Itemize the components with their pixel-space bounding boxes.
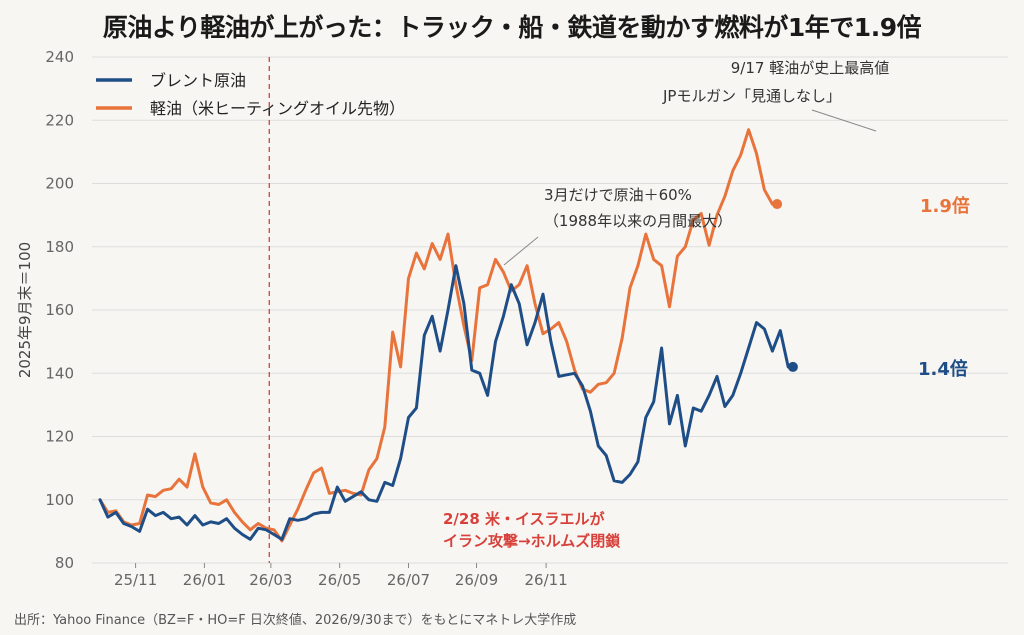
source-note: 出所：Yahoo Finance（BZ=F・HO=F 日次終値、2026/9/3… (14, 613, 577, 628)
series-line-diesel (98, 128, 774, 543)
y-tick-label: 140 (45, 364, 74, 382)
series-lines (98, 128, 798, 543)
end-label-brent: 1.4倍 (918, 358, 968, 380)
y-tick-label: 120 (45, 428, 74, 446)
x-tick-label: 26/03 (249, 571, 292, 589)
x-tick-label: 25/11 (114, 571, 157, 589)
annotation-monthly-line2: （1988年以来の月間最大） (544, 212, 732, 230)
annotation-leader (811, 109, 877, 132)
end-point-diesel (772, 199, 783, 210)
annotations: 9/17 軽油が史上最高値 JPモルガン「見通しなし」 3月だけで原油＋60% （19… (503, 59, 889, 266)
y-axis-label: 2025年9月末＝100 (16, 242, 34, 378)
series-line-brent (98, 264, 790, 541)
y-tick-label: 200 (45, 175, 74, 193)
y-tick-labels: 80 100 120 140 160 180 200 220 240 (45, 48, 74, 572)
y-tick-label: 240 (45, 48, 74, 66)
x-tick-label: 26/05 (318, 571, 361, 589)
end-labels: 1.9倍 1.4倍 (918, 195, 970, 380)
annotation-monthly-line1: 3月だけで原油＋60% (544, 186, 692, 204)
chart-title: 原油より軽油が上がった：トラック・船・鉄道を動かす燃料が1年で1.9倍 (102, 13, 922, 42)
end-label-diesel: 1.9倍 (920, 195, 970, 217)
y-tick-label: 180 (45, 238, 74, 256)
y-tick-label: 160 (45, 301, 74, 319)
x-tick-label: 26/07 (387, 571, 430, 589)
annotation-record-high-line2: JPモルガン「見通しなし」 (662, 87, 841, 105)
legend-label-brent: ブレント原油 (150, 71, 246, 90)
grid-lines (92, 56, 1008, 564)
event-label-line2: イラン攻撃→ホルムズ閉鎖 (443, 532, 621, 550)
x-tick-label: 26/11 (525, 571, 568, 589)
annotation-record-high-line1: 9/17 軽油が史上最高値 (731, 59, 889, 77)
legend-label-diesel: 軽油（米ヒーティングオイル先物） (150, 99, 405, 118)
y-tick-label: 80 (55, 554, 74, 572)
y-tick-label: 100 (45, 491, 74, 509)
annotation-leader (503, 236, 539, 266)
x-tick-label: 26/01 (183, 571, 226, 589)
y-tick-label: 220 (45, 111, 74, 129)
end-point-brent (787, 361, 798, 372)
x-tick-label: 26/09 (455, 571, 498, 589)
event-label-line1: 2/28 米・イスラエルが (443, 510, 606, 528)
x-tick-labels: 25/11 26/01 26/03 26/05 26/07 26/09 26/11 (114, 563, 568, 589)
